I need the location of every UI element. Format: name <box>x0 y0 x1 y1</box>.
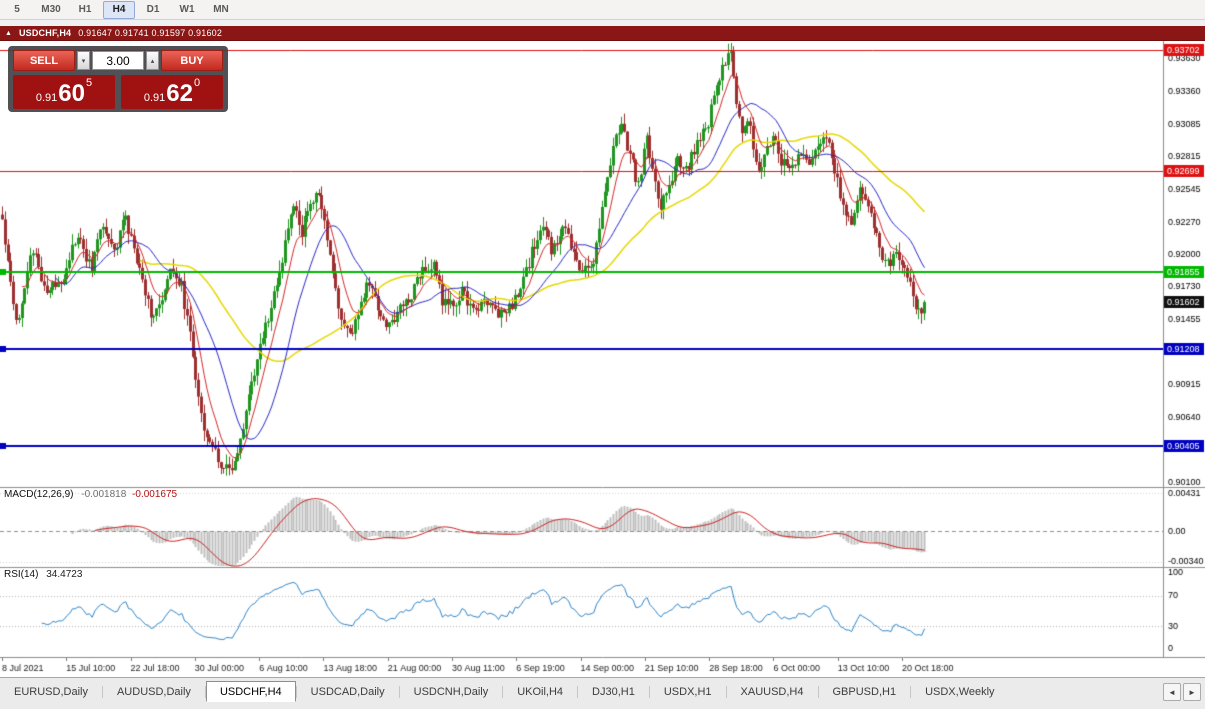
macd-main-value: -0.001818 <box>81 489 127 500</box>
tab-separator <box>910 685 912 698</box>
chevron-up-icon: ▴ <box>150 57 155 65</box>
timeframe-button-mn[interactable]: MN <box>213 4 229 15</box>
buy-price-pipette: 0 <box>194 77 201 89</box>
chart-tab-ukoil-h4[interactable]: UKOil,H4 <box>517 685 564 698</box>
macd-name: MACD(12,26,9) <box>4 489 74 500</box>
buy-price-display[interactable]: 0.91 62 0 <box>121 75 223 109</box>
chart-tab-dj30-h1[interactable]: DJ30,H1 <box>592 685 635 698</box>
tab-separator <box>817 685 819 698</box>
buy-button[interactable]: BUY <box>161 50 223 71</box>
sell-price-pipette: 5 <box>86 77 93 89</box>
macd-indicator-label: MACD(12,26,9) -0.001818 -0.001675 <box>4 489 177 500</box>
chart-tab-usdcad-daily[interactable]: USDCAD,Daily <box>310 685 385 698</box>
timeframe-button-h4[interactable]: H4 <box>103 0 135 19</box>
timeframe-button-d1[interactable]: D1 <box>146 4 160 15</box>
chart-area: SELL ▾ 3.00 ▴ BUY 0.91 60 5 0.91 62 <box>0 41 1205 678</box>
chart-tab-eurusd-daily[interactable]: EURUSD,Daily <box>14 685 88 698</box>
tab-scroll-left-icon[interactable]: ◄ <box>1163 683 1181 701</box>
tab-scroll-right-icon[interactable]: ► <box>1183 683 1201 701</box>
one-click-trading-panel: SELL ▾ 3.00 ▴ BUY 0.91 60 5 0.91 62 <box>8 46 228 112</box>
sell-price-prefix: 0.91 <box>35 92 58 104</box>
tab-separator <box>101 685 103 698</box>
collapse-triangle-icon[interactable]: ▲ <box>5 29 12 37</box>
chart-tab-usdcnh-daily[interactable]: USDCNH,Daily <box>413 685 489 698</box>
buy-price-big: 62 <box>166 80 193 107</box>
tab-separator <box>502 685 504 698</box>
chart-tab-usdx-weekly[interactable]: USDX,Weekly <box>925 685 995 698</box>
chart-title-bar: ▲ USDCHF,H4 0.91647 0.91741 0.91597 0.91… <box>0 26 1205 41</box>
timeframe-button-h1[interactable]: H1 <box>78 4 92 15</box>
volume-input[interactable]: 3.00 <box>92 51 144 70</box>
chart-window: ▲ USDCHF,H4 0.91647 0.91741 0.91597 0.91… <box>0 26 1205 678</box>
tab-separator <box>577 685 579 698</box>
tab-separator <box>398 685 400 698</box>
timeframe-button-5[interactable]: 5 <box>14 4 20 15</box>
tab-separator <box>648 685 650 698</box>
tab-scroll-arrows: ◄ ► <box>1163 681 1205 701</box>
chart-symbol-timeframe: USDCHF,H4 <box>18 28 72 38</box>
chart-ohlc-quotes: 0.91647 0.91741 0.91597 0.91602 <box>78 28 223 38</box>
buy-price-prefix: 0.91 <box>143 92 166 104</box>
one-click-controls-row: SELL ▾ 3.00 ▴ BUY <box>13 50 223 71</box>
chart-tab-audusd-daily[interactable]: AUDUSD,Daily <box>116 685 191 698</box>
tab-separator <box>204 685 206 698</box>
chevron-down-icon: ▾ <box>81 57 86 65</box>
macd-signal-value: -0.001675 <box>132 489 178 500</box>
timeframe-toolbar: 5 M30 H1 H4 D1 W1 MN <box>0 0 1205 20</box>
tab-separator <box>295 685 297 698</box>
chart-tab-xauusd-h4[interactable]: XAUUSD,H4 <box>740 685 804 698</box>
tab-separator <box>725 685 727 698</box>
chart-tab-usdchf-h4[interactable]: USDCHF,H4 <box>205 681 296 702</box>
timeframe-button-m30[interactable]: M30 <box>41 4 61 15</box>
sell-price-big: 60 <box>58 80 85 107</box>
rsi-name: RSI(14) <box>4 569 39 580</box>
volume-decrease-button[interactable]: ▾ <box>77 51 90 70</box>
volume-increase-button[interactable]: ▴ <box>146 51 159 70</box>
price-chart-canvas[interactable] <box>0 41 1205 678</box>
rsi-indicator-label: RSI(14) 34.4723 <box>4 569 82 580</box>
rsi-value: 34.4723 <box>46 569 83 580</box>
timeframe-button-w1[interactable]: W1 <box>179 4 195 15</box>
one-click-prices-row: 0.91 60 5 0.91 62 0 <box>13 75 223 109</box>
chart-tab-usdx-h1[interactable]: USDX,H1 <box>663 685 712 698</box>
chart-tabs-bar: EURUSD,Daily AUDUSD,Daily USDCHF,H4 USDCAD,… <box>0 677 1205 709</box>
chart-tabs: EURUSD,Daily AUDUSD,Daily USDCHF,H4 USDCAD,… <box>0 681 1009 702</box>
chart-tab-gbpusd-h1[interactable]: GBPUSD,H1 <box>832 685 897 698</box>
sell-button[interactable]: SELL <box>13 50 75 71</box>
sell-price-display[interactable]: 0.91 60 5 <box>13 75 115 109</box>
